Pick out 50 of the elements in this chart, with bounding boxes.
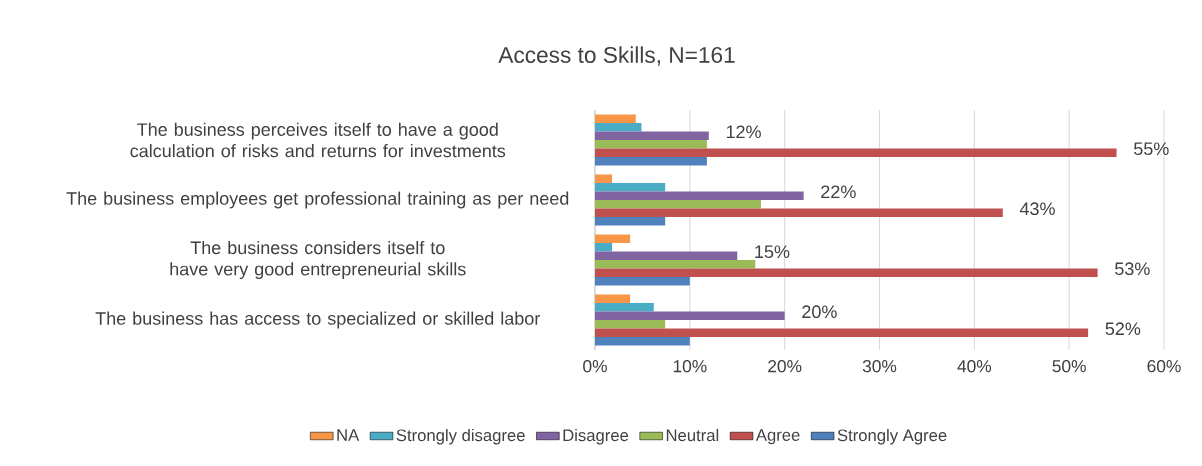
bar bbox=[595, 174, 613, 183]
legend-label: Agree bbox=[755, 429, 800, 445]
data-label: 43% bbox=[1019, 202, 1055, 216]
x-tick-label: 20% bbox=[768, 360, 802, 373]
bar bbox=[595, 251, 738, 260]
bar bbox=[595, 114, 636, 123]
bar bbox=[595, 140, 707, 149]
bar bbox=[595, 320, 666, 329]
bar bbox=[595, 276, 690, 286]
data-label: 15% bbox=[755, 245, 790, 259]
x-tick-label: 30% bbox=[862, 360, 897, 373]
bar bbox=[595, 200, 761, 209]
bar bbox=[595, 156, 707, 166]
bar bbox=[595, 191, 804, 200]
bar bbox=[595, 311, 785, 320]
y-tick-label: The business considers itself to have very good entrepreneurial skills bbox=[170, 240, 466, 280]
x-tick-label: 60% bbox=[1147, 360, 1181, 373]
bar bbox=[595, 328, 1089, 337]
bar bbox=[595, 260, 756, 269]
x-tick-label: 10% bbox=[673, 360, 707, 373]
chart-title: Access to Skills, N=161 bbox=[498, 46, 735, 66]
x-tick-label: 0% bbox=[583, 360, 607, 373]
x-tick-label: 40% bbox=[957, 360, 992, 373]
y-tick-label: The business has access to specialized or skilled labor bbox=[95, 311, 540, 329]
data-label: 22% bbox=[821, 185, 856, 199]
legend-label: Strongly disagree bbox=[396, 428, 525, 445]
x-tick-label: 50% bbox=[1052, 360, 1086, 373]
y-tick-label: The business perceives itself to have a good calculation of risks and returns for investments bbox=[130, 122, 506, 158]
legend-label: Disagree bbox=[563, 428, 629, 445]
bar bbox=[595, 336, 690, 346]
data-label: 12% bbox=[726, 125, 761, 139]
bar bbox=[595, 148, 1117, 157]
legend-label: Neutral bbox=[666, 428, 719, 442]
bar bbox=[595, 216, 666, 226]
data-label: 52% bbox=[1105, 322, 1141, 336]
bar bbox=[595, 294, 631, 303]
bar bbox=[595, 234, 631, 243]
data-label: 20% bbox=[802, 305, 837, 319]
legend-label: Strongly Agree bbox=[837, 428, 947, 445]
bar bbox=[595, 208, 1003, 217]
bar bbox=[595, 303, 654, 312]
legend-label: NA bbox=[337, 429, 360, 441]
bar bbox=[595, 268, 1098, 277]
bar bbox=[595, 243, 613, 252]
bar bbox=[595, 131, 709, 140]
bar bbox=[595, 183, 666, 192]
data-label: 55% bbox=[1134, 142, 1169, 156]
bar bbox=[595, 123, 642, 132]
y-tick-label: The business employees get professional training as per need bbox=[66, 191, 569, 209]
data-label: 53% bbox=[1115, 262, 1150, 276]
